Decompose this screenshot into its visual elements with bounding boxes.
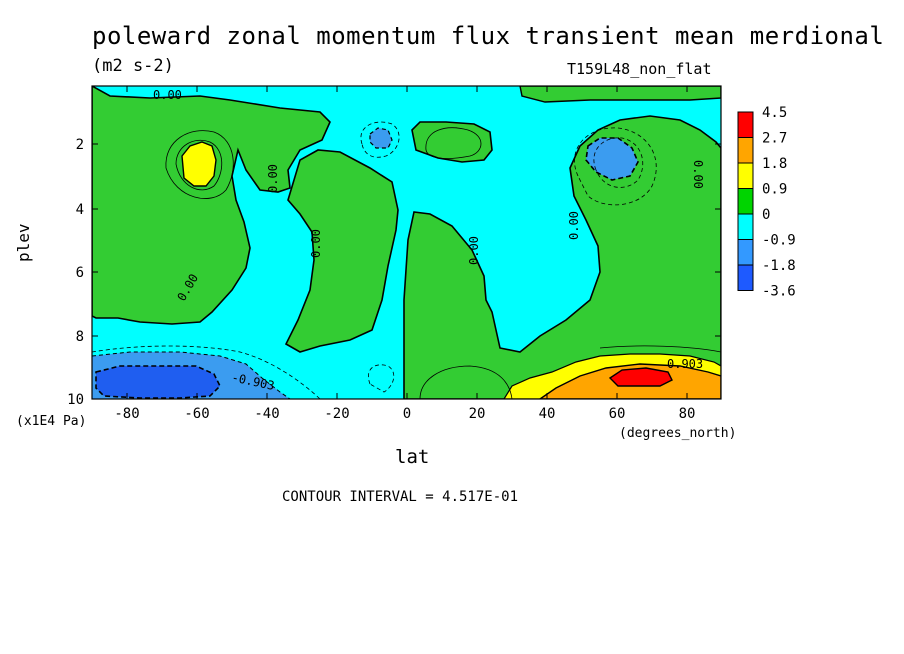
region-lightblue-nh <box>585 137 639 181</box>
y-axis <box>92 143 721 337</box>
x-tick-label: -40 <box>254 406 279 422</box>
model-label: T159L48_non_flat <box>567 60 712 78</box>
region-lightblue-eq <box>369 127 393 149</box>
contour-label: 0.00 <box>691 160 705 189</box>
y-axis-units: (x1E4 Pa) <box>16 414 87 429</box>
contour-label: 0.00 <box>309 229 323 258</box>
x-axis-units: (degrees_north) <box>619 426 737 441</box>
x-tick-label: -80 <box>114 406 139 422</box>
contour-field <box>92 86 721 399</box>
x-tick-label: -60 <box>184 406 209 422</box>
contour-label: 0.00 <box>266 164 280 193</box>
x-tick-label: 60 <box>609 406 626 422</box>
y-tick-label: 2 <box>76 137 84 153</box>
x-axis <box>126 86 688 399</box>
chart-title: poleward zonal momentum flux transient m… <box>92 22 885 50</box>
region-green-northern <box>403 115 721 399</box>
contour-label: 0.00 <box>467 236 481 265</box>
colorbar-swatch <box>737 162 754 189</box>
colorbar-label: 2.7 <box>762 131 787 147</box>
region-blue-sp <box>95 365 221 399</box>
x-tick-label: 0 <box>403 406 411 422</box>
colorbar-label: 4.5 <box>762 105 787 121</box>
region-yellow-sh <box>181 141 217 187</box>
y-tick-label: 8 <box>76 329 84 345</box>
colorbar-label: 1.8 <box>762 156 787 172</box>
colorbar-label: 0.9 <box>762 182 787 198</box>
region-green-sh-arm <box>284 149 399 353</box>
x-tick-labels: -80 -60 -40 -20 0 20 40 60 80 <box>114 406 695 422</box>
x-axis-label: lat <box>395 446 430 468</box>
colorbar: 4.5 2.7 1.8 0.9 0 -0.9 -1.8 -3.6 <box>737 105 796 300</box>
x-tick-label: -20 <box>324 406 349 422</box>
y-tick-label: 10 <box>67 392 84 408</box>
contour-label: 0.00 <box>153 88 182 102</box>
y-tick-label: 6 <box>76 265 84 281</box>
region-green-top-right <box>519 86 721 103</box>
x-tick-label: 80 <box>679 406 696 422</box>
colorbar-swatch <box>737 264 754 291</box>
x-tick-label: 40 <box>539 406 556 422</box>
y-tick-label: 4 <box>76 202 84 218</box>
colorbar-swatch <box>737 111 754 138</box>
colorbar-label: -0.9 <box>762 233 796 249</box>
thin-contours <box>92 121 721 399</box>
colorbar-label: 0 <box>762 207 770 223</box>
contour-label: 0.903 <box>667 357 703 371</box>
colorbar-swatch <box>737 137 754 164</box>
x-tick-label: 20 <box>469 406 486 422</box>
y-tick-labels: 2 4 6 8 10 <box>67 137 84 408</box>
colorbar-label: -1.8 <box>762 258 796 274</box>
chart-units: (m2 s-2) <box>92 56 174 76</box>
region-red-nh-surface <box>608 367 673 387</box>
colorbar-swatch <box>737 213 754 240</box>
contour-label: 0.00 <box>567 211 581 240</box>
colorbar-swatch <box>737 188 754 215</box>
colorbar-label: -3.6 <box>762 284 796 300</box>
colorbar-swatch <box>737 239 754 266</box>
contour-interval: CONTOUR INTERVAL = 4.517E-01 <box>282 489 519 505</box>
region-green-southern <box>92 86 331 325</box>
